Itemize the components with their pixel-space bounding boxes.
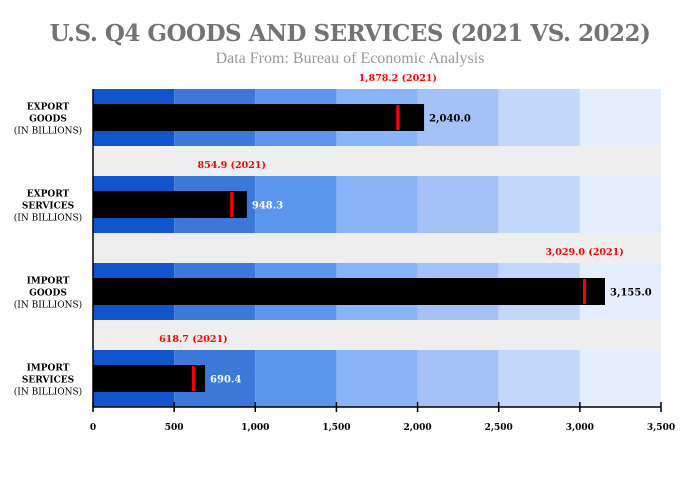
row-gap xyxy=(93,146,661,176)
category-label: IMPORT xyxy=(27,364,70,374)
chart-title: U.S. Q4 GOODS AND SERVICES (2021 VS. 202… xyxy=(49,20,651,47)
range-band xyxy=(417,350,499,407)
marker-label: 1,878.2 (2021) xyxy=(359,73,437,84)
value-bar xyxy=(93,191,247,218)
marker-label: 3,029.0 (2021) xyxy=(545,247,623,258)
category-label: GOODS xyxy=(29,289,67,299)
category-sublabel: (IN BILLIONS) xyxy=(14,387,82,398)
x-tick-label: 3,500 xyxy=(647,423,675,433)
target-marker xyxy=(230,192,234,217)
value-label: 948.3 xyxy=(252,201,283,212)
row-gap xyxy=(93,233,661,263)
category-label: EXPORT xyxy=(27,190,70,200)
value-label: 690.4 xyxy=(210,375,241,386)
chart-subtitle: Data From: Bureau of Economic Analysis xyxy=(215,50,485,67)
range-band xyxy=(417,176,499,233)
range-band xyxy=(336,176,418,233)
target-marker xyxy=(191,366,195,391)
range-band xyxy=(498,89,580,146)
range-band xyxy=(579,89,661,146)
category-label: SERVICES xyxy=(22,202,74,212)
row-gap xyxy=(93,320,661,350)
range-band xyxy=(579,350,661,407)
category-sublabel: (IN BILLIONS) xyxy=(14,126,82,137)
range-band xyxy=(498,350,580,407)
marker-label: 854.9 (2021) xyxy=(197,160,266,171)
category-label: IMPORT xyxy=(27,277,70,287)
x-tick-label: 1,500 xyxy=(322,423,350,433)
target-marker xyxy=(396,105,400,130)
category-label: SERVICES xyxy=(22,376,74,386)
x-tick-label: 2,000 xyxy=(403,423,431,433)
range-band xyxy=(336,350,418,407)
value-label: 2,040.0 xyxy=(429,114,471,125)
range-band xyxy=(417,89,499,146)
value-bar xyxy=(93,365,206,392)
x-tick-label: 0 xyxy=(90,423,96,433)
category-label: GOODS xyxy=(29,115,67,125)
marker-label: 618.7 (2021) xyxy=(159,334,228,345)
target-marker xyxy=(583,279,587,304)
range-band xyxy=(498,176,580,233)
range-band xyxy=(579,176,661,233)
x-tick-label: 500 xyxy=(165,423,184,433)
category-label: EXPORT xyxy=(27,103,70,113)
x-tick-label: 3,000 xyxy=(566,423,594,433)
range-band xyxy=(255,176,337,233)
x-tick-label: 1,000 xyxy=(241,423,269,433)
category-sublabel: (IN BILLIONS) xyxy=(14,213,82,224)
x-tick-label: 2,500 xyxy=(485,423,513,433)
category-sublabel: (IN BILLIONS) xyxy=(14,300,82,311)
value-bar xyxy=(93,104,425,131)
value-bar xyxy=(93,278,606,305)
value-label: 3,155.0 xyxy=(610,288,652,299)
range-band xyxy=(255,350,337,407)
